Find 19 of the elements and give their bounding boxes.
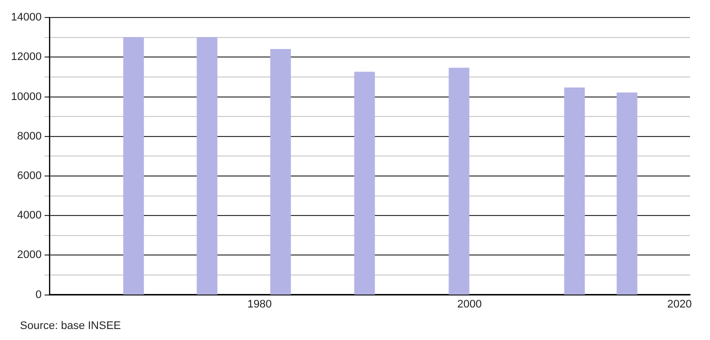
- y-tick-label: 2000: [17, 249, 42, 262]
- bar: [196, 37, 218, 295]
- y-tick-label: 14000: [10, 12, 42, 24]
- y-tick-label: 10000: [10, 90, 42, 103]
- bar: [123, 37, 144, 295]
- x-tick-label: 1980: [247, 298, 272, 310]
- y-tick-label: 8000: [17, 130, 42, 142]
- x-tick-label: 2000: [457, 298, 482, 310]
- bar: [448, 68, 470, 295]
- bar: [270, 48, 291, 295]
- bar: [616, 92, 638, 295]
- bar: [564, 88, 585, 295]
- bar: [354, 72, 375, 295]
- y-tick-label: 12000: [10, 51, 42, 64]
- source-note: Source: base INSEE: [20, 320, 122, 332]
- x-tick-label: 2020: [667, 298, 692, 310]
- y-tick-label: 4000: [17, 210, 42, 222]
- y-tick-label: 6000: [17, 170, 42, 182]
- y-tick-label: 0: [35, 288, 42, 301]
